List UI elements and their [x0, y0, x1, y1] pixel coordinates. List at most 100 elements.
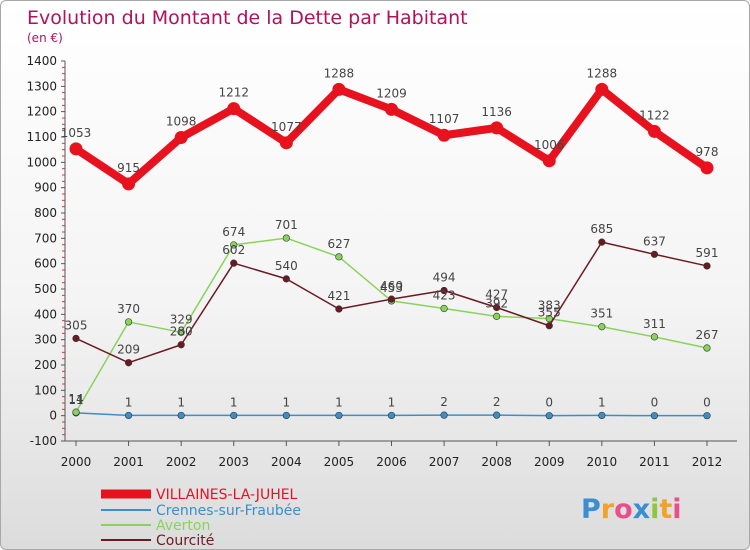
data-label: 460: [380, 279, 403, 293]
data-point: [335, 253, 343, 261]
data-label: 1077: [271, 120, 302, 134]
data-point: [545, 322, 553, 330]
data-label: 383: [538, 299, 561, 313]
x-tick-label: 2006: [376, 455, 407, 469]
x-tick-label: 2004: [271, 455, 302, 469]
series-3: [72, 238, 711, 367]
series-0: [69, 82, 714, 191]
data-label: 591: [696, 246, 719, 260]
data-point: [700, 161, 714, 175]
y-tick-label: 500: [34, 282, 57, 296]
y-tick-label: 900: [34, 181, 57, 195]
data-point: [542, 154, 556, 168]
data-point: [387, 295, 396, 303]
data-label: 1098: [166, 115, 197, 129]
y-tick-label: 400: [34, 307, 57, 321]
data-label: 540: [275, 259, 298, 273]
data-label: 1: [598, 395, 606, 409]
data-label: 209: [117, 343, 140, 357]
x-tick-label: 2010: [587, 455, 618, 469]
data-label: 674: [222, 225, 245, 239]
data-point: [124, 318, 133, 326]
y-tick-label: 200: [34, 358, 57, 372]
logo-letter: t: [659, 494, 672, 525]
data-label: 0: [703, 396, 711, 410]
data-point: [72, 408, 80, 416]
x-tick-label: 2008: [481, 455, 512, 469]
y-tick-label: 0: [49, 409, 57, 423]
data-label: 2: [493, 395, 501, 409]
data-point: [72, 334, 80, 343]
data-label: 1288: [587, 66, 618, 80]
legend: VILLAINES-LA-JUHELCrennes-sur-FraubéeAve…: [101, 487, 301, 549]
data-point: [595, 82, 609, 96]
x-tick-label: 2003: [218, 455, 249, 469]
data-label: 627: [327, 237, 350, 251]
legend-label: Crennes-sur-Fraubée: [156, 503, 301, 519]
series-layer: [69, 82, 714, 420]
data-point: [230, 411, 238, 420]
data-label: 1107: [429, 112, 460, 126]
data-label: 1: [283, 395, 291, 409]
data-point: [230, 241, 238, 249]
data-point: [437, 128, 451, 142]
data-label: 329: [170, 312, 193, 326]
legend-label: VILLAINES-LA-JUHEL: [156, 487, 298, 503]
data-point: [279, 136, 293, 150]
y-tick-label: -100: [30, 434, 57, 448]
data-point: [647, 124, 661, 138]
data-label: 11: [68, 393, 83, 407]
data-label: 1: [230, 395, 238, 409]
data-point: [598, 411, 606, 420]
data-point: [69, 142, 83, 156]
legend-label: Courcité: [156, 533, 214, 549]
data-point: [385, 102, 398, 116]
series-1: [72, 409, 711, 420]
data-point: [493, 312, 501, 320]
data-point: [650, 333, 659, 341]
data-label: 351: [590, 307, 613, 321]
data-label: 0: [545, 396, 553, 410]
y-tick-label: 100: [34, 383, 57, 397]
data-point: [490, 121, 504, 135]
logo-letter: o: [614, 494, 633, 525]
data-label: 14: [68, 392, 83, 406]
x-tick-label: 2000: [61, 455, 92, 469]
data-point: [124, 359, 133, 367]
data-point: [493, 303, 501, 312]
y-tick-label: 600: [34, 257, 57, 271]
data-label: 1053: [61, 126, 92, 140]
logo-letter: r: [601, 494, 615, 525]
data-label: 311: [643, 317, 666, 331]
data-point: [703, 262, 711, 270]
data-point: [545, 412, 553, 420]
data-label: 423: [433, 289, 456, 303]
data-label: 1: [177, 395, 185, 409]
logo-letter: i: [672, 494, 681, 525]
x-tick-label: 2001: [113, 455, 144, 469]
axes: -100010020030040050060070080090010001100…: [26, 54, 737, 469]
proxiti-logo: Proxiti: [581, 494, 682, 525]
data-label: 267: [696, 328, 719, 342]
data-point: [177, 328, 185, 336]
logo-letter: x: [633, 494, 650, 525]
data-point: [440, 286, 448, 295]
data-label: 1209: [376, 86, 407, 100]
data-label: 701: [275, 218, 298, 232]
logo-letter: i: [650, 494, 659, 525]
data-label: 421: [327, 289, 350, 303]
data-point: [650, 412, 659, 420]
data-point: [440, 411, 448, 419]
data-label: 978: [696, 145, 719, 159]
data-label: 1: [388, 395, 396, 409]
data-point: [332, 82, 346, 96]
data-point: [124, 411, 133, 420]
data-label: 280: [170, 325, 193, 339]
x-tick-label: 2002: [166, 455, 197, 469]
data-label: 494: [433, 271, 456, 285]
y-tick-label: 1400: [26, 54, 57, 68]
data-label: 1: [335, 395, 343, 409]
data-point: [282, 411, 290, 420]
y-tick-label: 800: [34, 206, 57, 220]
